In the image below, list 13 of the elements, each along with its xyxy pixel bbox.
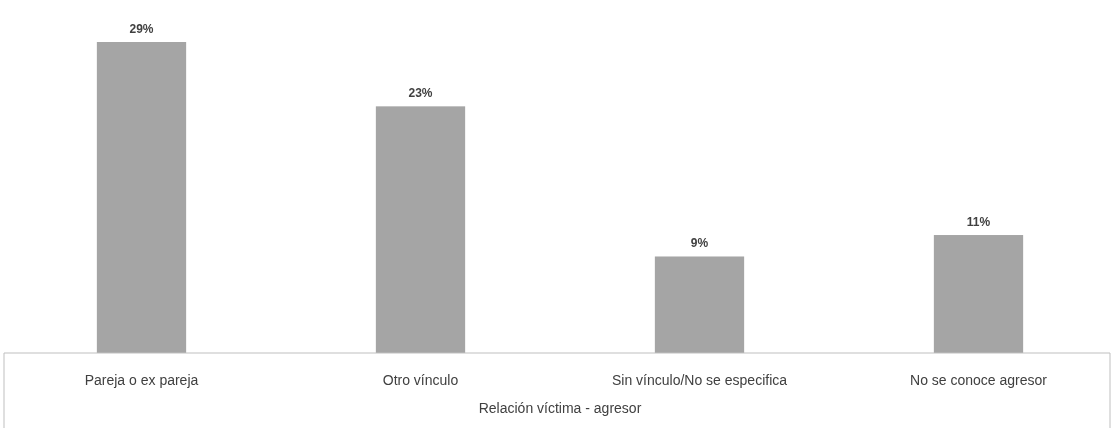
x-tick-label: No se conoce agresor: [910, 372, 1048, 388]
x-tick-label: Pareja o ex pareja: [84, 372, 199, 388]
x-tick-label: Otro vínculo: [382, 372, 459, 388]
data-label: 11%: [966, 215, 991, 230]
data-label: 29%: [129, 22, 154, 36]
bar: [654, 256, 745, 353]
x-tick-label: Sin vínculo/No se especifica: [611, 372, 788, 388]
data-label: 23%: [408, 86, 433, 101]
x-axis-title: Relación víctima - agresor: [478, 400, 642, 416]
data-label: 9%: [690, 236, 709, 251]
bar: [933, 235, 1024, 353]
bar: [96, 42, 187, 353]
bar: [375, 106, 466, 353]
